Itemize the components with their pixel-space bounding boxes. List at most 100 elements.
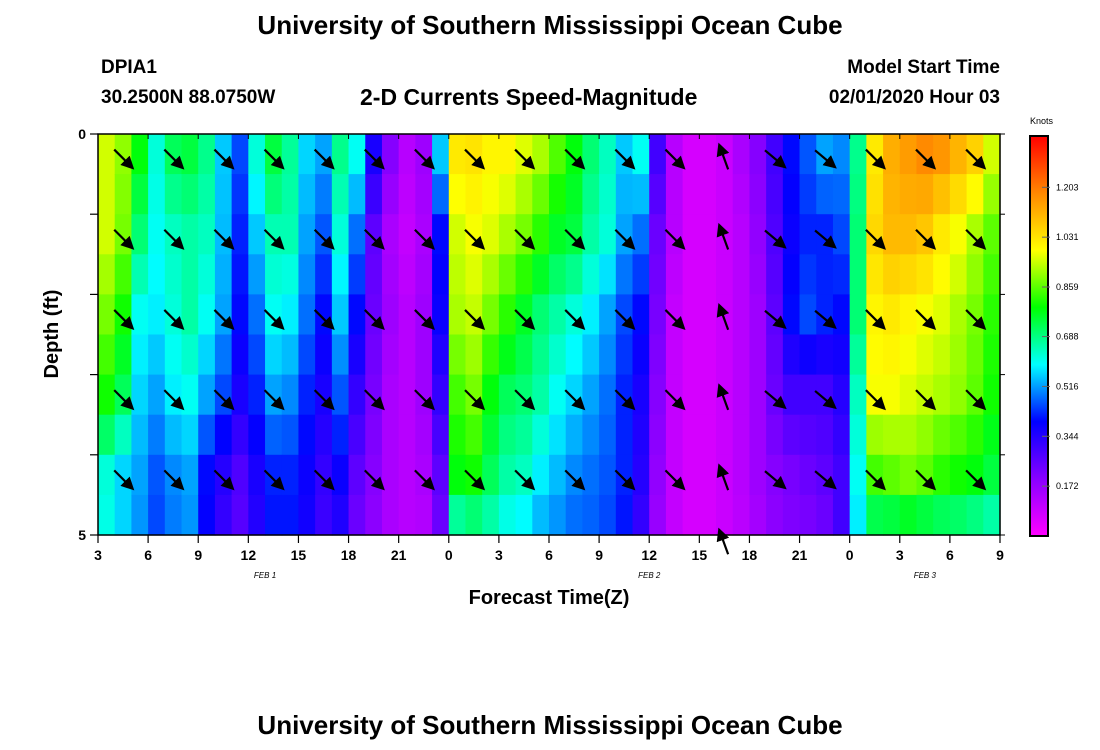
heatmap-cell bbox=[866, 454, 884, 496]
heatmap-cell bbox=[331, 214, 350, 255]
heatmap-cell bbox=[849, 254, 867, 295]
heatmap-cell bbox=[298, 294, 316, 336]
heatmap-cell bbox=[665, 294, 684, 336]
heatmap-cell bbox=[832, 254, 851, 295]
heatmap-cell bbox=[532, 254, 550, 295]
heatmap-cell bbox=[315, 294, 333, 336]
current-vector-arrow bbox=[716, 463, 730, 491]
heatmap-cell bbox=[916, 494, 934, 536]
heatmap-cell bbox=[381, 174, 400, 215]
heatmap-cell bbox=[883, 254, 901, 295]
heatmap-cell bbox=[98, 494, 116, 536]
heatmap-cell bbox=[331, 414, 350, 456]
heatmap-cell bbox=[782, 134, 801, 175]
current-vector-arrow bbox=[363, 309, 385, 331]
heatmap-cell bbox=[198, 414, 216, 456]
current-vector-arrow bbox=[313, 389, 335, 411]
heatmap-cell bbox=[699, 374, 717, 416]
heatmap-cell bbox=[682, 134, 700, 175]
heatmap-cell bbox=[949, 374, 968, 416]
heatmap-cell bbox=[164, 254, 183, 295]
heatmap-cell bbox=[565, 334, 584, 376]
heatmap-cell bbox=[114, 494, 133, 536]
heatmap-cell bbox=[849, 174, 867, 215]
heatmap-cell bbox=[248, 134, 266, 175]
heatmap-cell bbox=[281, 294, 300, 336]
heatmap-cell bbox=[98, 334, 116, 376]
heatmap-cell bbox=[532, 374, 550, 416]
heatmap-cell bbox=[515, 334, 533, 376]
heatmap-cell bbox=[432, 254, 450, 295]
heatmap-cell bbox=[565, 494, 584, 536]
current-vector-arrow bbox=[764, 470, 787, 490]
heatmap-cell bbox=[949, 174, 968, 215]
heatmap-cell bbox=[565, 294, 584, 336]
heatmap-cell bbox=[716, 334, 734, 376]
heatmap-cell bbox=[732, 414, 751, 456]
footer-title: University of Southern Mississippi Ocean… bbox=[257, 710, 843, 740]
current-vector-arrow bbox=[564, 469, 586, 491]
heatmap-cell bbox=[682, 294, 700, 336]
heatmap-cell bbox=[732, 494, 751, 536]
current-vector-arrow bbox=[213, 309, 235, 331]
heatmap-cell bbox=[599, 374, 617, 416]
heatmap-cell bbox=[465, 374, 483, 416]
heatmap-cell bbox=[916, 374, 934, 416]
heatmap-cell bbox=[766, 494, 784, 536]
x-tick-label: 12 bbox=[241, 547, 257, 563]
heatmap-cell bbox=[949, 294, 968, 336]
heatmap-cell bbox=[799, 334, 817, 376]
heatmap-cell bbox=[515, 494, 533, 536]
heatmap-cell bbox=[732, 254, 751, 295]
heatmap-cell bbox=[933, 134, 951, 175]
heatmap-cell bbox=[448, 334, 467, 376]
current-vector-arrow bbox=[764, 149, 787, 169]
heatmap-cell bbox=[749, 174, 767, 215]
heatmap-cell bbox=[582, 454, 600, 496]
heatmap-cell bbox=[281, 374, 300, 416]
heatmap-cell bbox=[131, 294, 149, 336]
heatmap-cell bbox=[214, 174, 233, 215]
heatmap-cell bbox=[933, 214, 951, 255]
heatmap-cell bbox=[381, 294, 400, 336]
heatmap-cell bbox=[315, 254, 333, 295]
heatmap-cell bbox=[749, 374, 767, 416]
heatmap-cell bbox=[682, 374, 700, 416]
heatmap-cell bbox=[899, 454, 918, 496]
heatmap-cell bbox=[298, 214, 316, 255]
heatmap-cell bbox=[114, 214, 133, 255]
heatmap-cell bbox=[832, 414, 851, 456]
current-vector-arrow bbox=[965, 389, 987, 411]
heatmap-cell bbox=[916, 254, 934, 295]
current-vector-arrow bbox=[363, 469, 385, 491]
heatmap-cell bbox=[498, 174, 517, 215]
heatmap-cell bbox=[966, 454, 984, 496]
heatmap-cell bbox=[465, 414, 483, 456]
current-vector-arrow bbox=[263, 309, 285, 331]
heatmap-cell bbox=[899, 294, 918, 336]
current-vector-arrow bbox=[313, 228, 335, 250]
current-vector-arrow bbox=[614, 148, 636, 170]
heatmap-cell bbox=[231, 454, 249, 496]
heatmap-cell bbox=[699, 254, 717, 295]
heatmap-cell bbox=[532, 174, 550, 215]
heatmap-cell bbox=[281, 174, 300, 215]
heatmap-cell bbox=[716, 294, 734, 336]
heatmap-cell bbox=[164, 214, 183, 255]
heatmap-cell bbox=[582, 494, 600, 536]
heatmap-cell bbox=[649, 214, 667, 255]
heatmap-cell bbox=[866, 414, 884, 456]
heatmap-cell bbox=[398, 414, 416, 456]
current-vector-arrow bbox=[514, 469, 536, 491]
heatmap-cell bbox=[198, 454, 216, 496]
heatmap-cell bbox=[198, 254, 216, 295]
current-vector-arrow bbox=[564, 148, 586, 170]
heatmap-cell bbox=[799, 374, 817, 416]
colorbar-tick-label: 0.859 bbox=[1056, 282, 1079, 292]
heatmap-cell bbox=[365, 414, 383, 456]
heatmap-cell bbox=[565, 414, 584, 456]
heatmap-cell bbox=[198, 174, 216, 215]
heatmap-cell bbox=[482, 174, 500, 215]
heatmap-cell bbox=[899, 374, 918, 416]
